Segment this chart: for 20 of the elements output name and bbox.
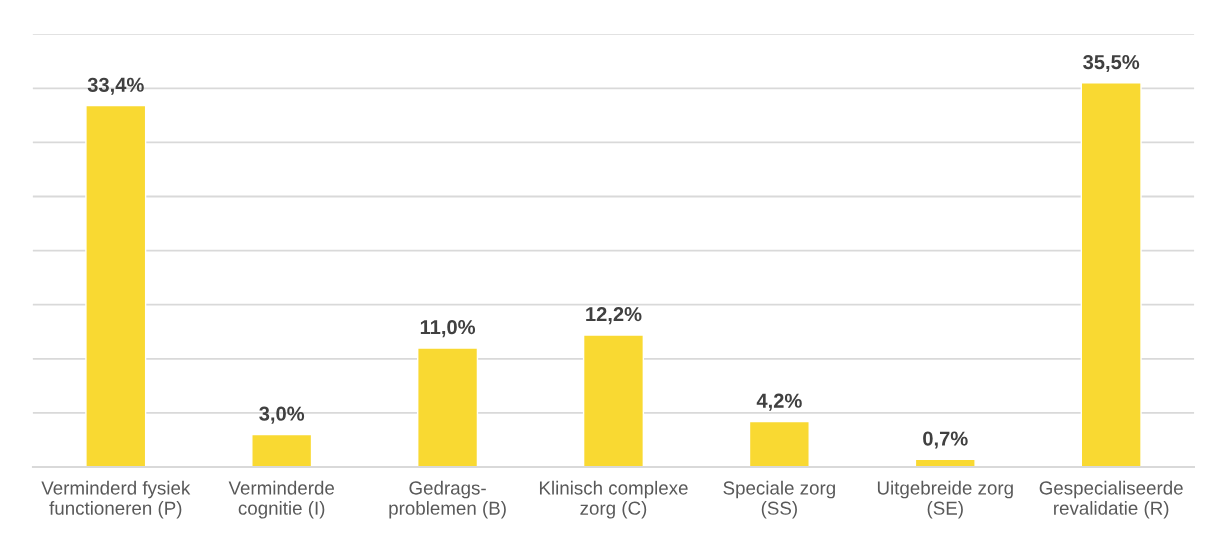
bar [251, 433, 313, 467]
data-label: 3,0% [259, 406, 305, 424]
bar [582, 334, 645, 467]
data-label: 33,4% [87, 77, 144, 95]
x-tick-label: Verminderde cognitie (I) [228, 480, 335, 519]
x-tick-label: Uitgebreide zorg (SE) [877, 480, 1013, 519]
bar [1080, 82, 1142, 467]
data-label: 11,0% [420, 320, 476, 338]
x-tick-label: Verminderd fysiek functioneren (P) [41, 480, 191, 519]
x-tick-label: Gedrags- problemen (B) [389, 480, 506, 519]
x-tick-label: Klinisch complexe zorg (C) [539, 480, 688, 519]
data-label: 4,2% [756, 393, 802, 411]
data-label: 35,5% [1083, 54, 1140, 73]
x-tick-label: Gespecialiseerde revalidatie (R) [1039, 480, 1183, 519]
bar [748, 420, 810, 467]
data-label: 12,2% [586, 307, 642, 325]
x-tick-label: Speciale zorg (SS) [723, 480, 835, 519]
bar [417, 347, 479, 467]
data-label: 0,7% [923, 431, 968, 449]
bar [85, 104, 147, 467]
